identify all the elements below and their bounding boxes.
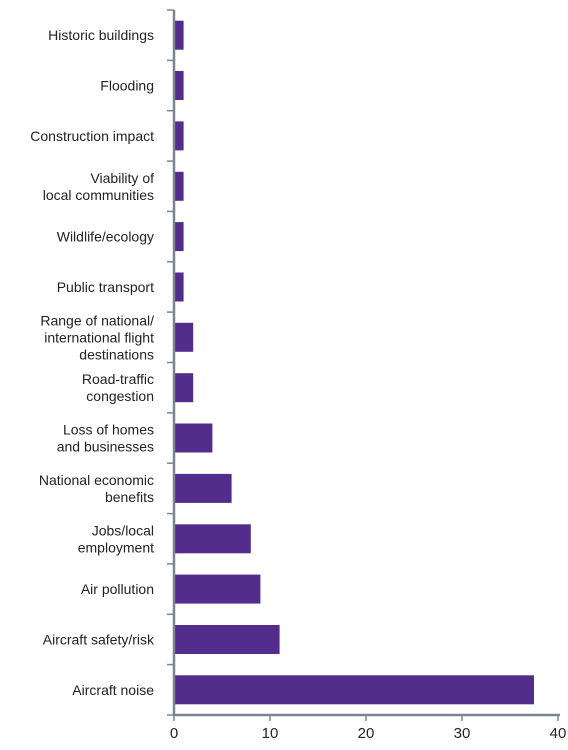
category-label: Aircraft noise: [72, 682, 154, 698]
x-tick-label: 20: [358, 725, 375, 742]
x-tick-label: 30: [454, 725, 471, 742]
category-label-line: benefits: [105, 489, 154, 505]
bar: [174, 574, 261, 604]
x-tick-label: 40: [550, 725, 567, 742]
category-label-line: congestion: [86, 388, 154, 404]
category-label: Wildlife/ecology: [57, 229, 154, 245]
category-label-line: Flooding: [100, 78, 154, 94]
category-label-line: local communities: [43, 187, 154, 203]
category-label: Air pollution: [81, 581, 154, 597]
bar: [174, 272, 184, 302]
category-label: Public transport: [57, 279, 154, 295]
category-label-line: international flight: [44, 329, 154, 345]
category-label: Flooding: [100, 78, 154, 94]
category-label-line: Air pollution: [81, 581, 154, 597]
category-label-line: Jobs/local: [92, 522, 154, 538]
bar: [174, 524, 251, 554]
category-label: Range of national/international flight de…: [40, 312, 154, 362]
bar: [174, 171, 184, 201]
bar: [174, 222, 184, 252]
category-label: Road-traffic congestion: [82, 371, 154, 404]
category-label-line: Road-traffic: [82, 371, 154, 387]
bar: [174, 71, 184, 100]
category-label-line: Construction impact: [30, 128, 154, 144]
category-label: Construction impact: [30, 128, 154, 144]
bar: [174, 121, 184, 151]
category-label-line: Aircraft safety/risk: [43, 632, 155, 648]
category-label-line: employment: [78, 539, 154, 555]
bar: [174, 675, 534, 705]
category-label-line: Aircraft noise: [72, 682, 154, 698]
category-label-line: and businesses: [57, 439, 154, 455]
bar: [174, 322, 194, 352]
category-label-line: Historic buildings: [48, 27, 154, 43]
category-label: National economic benefits: [39, 472, 154, 505]
category-label: Aircraft safety/risk: [43, 632, 155, 648]
bar: [174, 473, 232, 503]
bar: [174, 625, 280, 654]
category-label-line: National economic: [39, 472, 154, 488]
category-label: Loss of homes and businesses: [57, 422, 154, 455]
category-label: Jobs/local employment: [78, 522, 154, 555]
category-label: Viability of local communities: [43, 170, 154, 203]
category-label: Historic buildings: [48, 27, 154, 43]
category-label-line: Wildlife/ecology: [57, 229, 154, 245]
x-tick-label: 0: [170, 725, 178, 742]
bar: [174, 373, 194, 403]
category-label-line: Public transport: [57, 279, 154, 295]
x-tick-label: 10: [262, 725, 279, 742]
category-label-line: destinations: [79, 346, 154, 362]
category-label-line: Range of national/: [40, 312, 154, 328]
bar: [174, 423, 213, 453]
bar: [174, 20, 184, 50]
category-label-line: Loss of homes: [63, 422, 154, 438]
category-label-line: Viability of: [90, 170, 154, 186]
